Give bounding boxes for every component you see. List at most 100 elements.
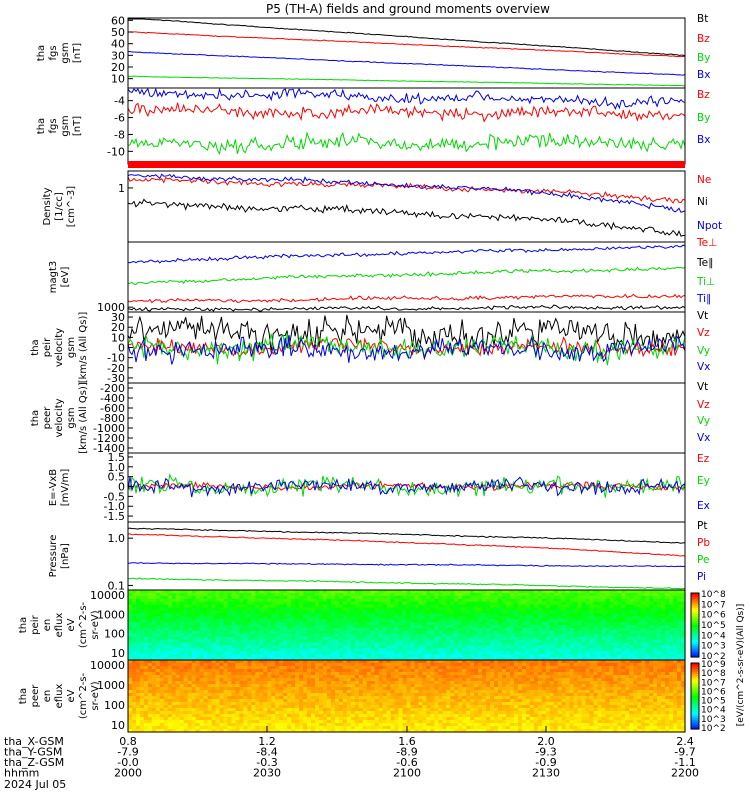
heatmap-cell: [557, 598, 563, 603]
heatmap-cell: [311, 690, 316, 694]
heatmap-cell: [326, 645, 332, 649]
heatmap-cell: [482, 654, 487, 658]
heatmap-cell: [223, 720, 229, 724]
heatmap-cell: [259, 681, 264, 685]
heatmap-cell: [159, 726, 165, 730]
heatmap-cell: [561, 622, 567, 626]
heatmap-cell: [247, 690, 252, 694]
heatmap-cell: [502, 657, 507, 661]
heatmap-cell: [247, 684, 252, 688]
heatmap-cell: [255, 708, 260, 712]
heatmap-cell: [151, 648, 157, 652]
heatmap-cell: [311, 720, 316, 724]
heatmap-cell: [354, 699, 360, 703]
heatmap-cell: [585, 610, 591, 614]
heatmap-cell: [494, 633, 499, 638]
heatmap-cell: [303, 687, 308, 691]
heatmap-cell: [657, 592, 662, 597]
heatmap-cell: [311, 663, 316, 667]
heatmap-cell: [132, 648, 137, 652]
heatmap-cell: [235, 590, 240, 594]
heatmap-cell: [323, 717, 328, 721]
heatmap-cell: [307, 663, 312, 667]
heatmap-cell: [243, 607, 248, 611]
heatmap-cell: [271, 666, 276, 670]
heatmap-cell: [673, 633, 678, 638]
heatmap-cell: [219, 681, 225, 685]
heatmap-cell: [418, 657, 423, 661]
heatmap-cell: [402, 613, 408, 617]
heatmap-cell: [263, 645, 268, 649]
heatmap-cell: [307, 616, 312, 620]
heatmap-cell: [482, 613, 487, 617]
heatmap-cell: [199, 669, 205, 673]
heatmap-cell: [299, 678, 304, 682]
heatmap-cell: [601, 657, 607, 661]
heatmap-cell: [338, 598, 344, 603]
heatmap-cell: [243, 645, 248, 649]
heatmap-cell: [533, 598, 539, 603]
heatmap-cell: [402, 622, 408, 626]
heatmap-cell: [354, 687, 360, 691]
heatmap-cell: [390, 648, 396, 652]
heatmap-cell: [681, 630, 686, 635]
heatmap-cell: [362, 616, 368, 620]
heatmap-cell: [414, 595, 420, 600]
heatmap-cell: [386, 616, 392, 620]
heatmap-cell: [649, 616, 654, 620]
heatmap-cell: [509, 651, 515, 655]
heatmap-cell: [239, 651, 244, 655]
heatmap-cell: [171, 601, 177, 606]
heatmap-cell: [498, 627, 503, 632]
heatmap-cell: [430, 616, 435, 620]
heatmap-cell: [211, 613, 217, 617]
heatmap-cell: [215, 723, 221, 727]
heatmap-cell: [565, 622, 571, 626]
heatmap-cell: [370, 598, 376, 603]
heatmap-cell: [653, 645, 658, 649]
heatmap-cell: [617, 636, 622, 641]
heatmap-cell: [259, 654, 264, 658]
heatmap-cell: [223, 630, 229, 635]
heatmap-cell: [283, 687, 288, 691]
heatmap-cell: [151, 657, 157, 661]
heatmap-cell: [287, 720, 292, 724]
heatmap-cell: [338, 592, 344, 597]
heatmap-cell: [243, 687, 248, 691]
heatmap-cell: [374, 613, 380, 617]
heatmap-cell: [525, 630, 531, 635]
heatmap-cell: [426, 645, 431, 649]
heatmap-cell: [549, 622, 555, 626]
heatmap-cell: [155, 648, 161, 652]
heatmap-cell: [215, 613, 221, 617]
heatmap-cell: [334, 675, 340, 679]
panel-5-series-0-line: [127, 314, 686, 355]
heatmap-cell: [541, 616, 547, 620]
heatmap-cell: [227, 639, 233, 644]
heatmap-cell: [486, 610, 491, 614]
heatmap-cell: [330, 726, 336, 730]
panel-7-ytick-label: 0.5: [108, 471, 126, 484]
heatmap-cell: [223, 666, 229, 670]
heatmap-cell: [629, 619, 634, 623]
heatmap-cell: [239, 622, 244, 626]
heatmap-cell: [303, 696, 308, 700]
heatmap-cell: [474, 613, 479, 617]
heatmap-cell: [557, 648, 563, 652]
heatmap-cell: [275, 666, 280, 670]
heatmap-cell: [621, 651, 626, 655]
heatmap-cell: [434, 642, 439, 646]
heatmap-cell: [509, 595, 515, 600]
heatmap-cell: [219, 663, 225, 667]
heatmap-cell: [330, 604, 336, 609]
heatmap-cell: [537, 590, 543, 594]
heatmap-cell: [569, 607, 575, 611]
heatmap-cell: [362, 627, 368, 632]
heatmap-cell: [561, 625, 567, 629]
panel-3-ylabel: [cm^-3]: [66, 186, 77, 227]
heatmap-cell: [223, 619, 229, 623]
heatmap-cell: [315, 639, 320, 644]
heatmap-cell: [203, 595, 209, 600]
heatmap-cell: [637, 619, 642, 623]
heatmap-cell: [295, 592, 300, 597]
